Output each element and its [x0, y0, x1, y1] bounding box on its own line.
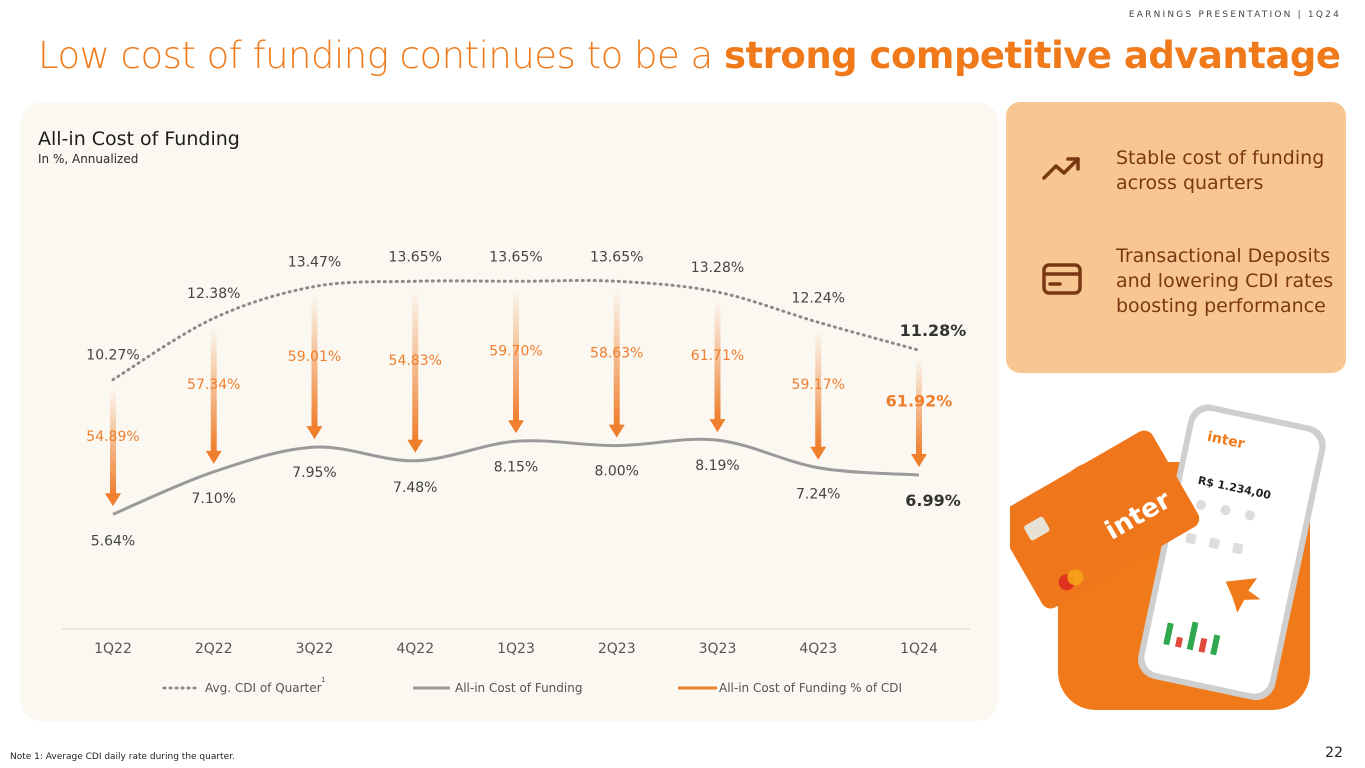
- cost-of-funding-data-label: 6.99%: [905, 491, 961, 510]
- legend-label-cdi: Avg. CDI of Quarter: [205, 681, 322, 695]
- pct-arrow-shaft: [714, 300, 721, 421]
- pct-arrow-head: [608, 424, 625, 438]
- legend-footnote-marker: 1: [321, 676, 325, 684]
- x-tick-label: 2Q23: [598, 641, 636, 657]
- footnote: Note 1: Average CDI daily rate during th…: [10, 752, 235, 762]
- cdi-data-label: 13.47%: [288, 255, 341, 271]
- pct-arrow-shaft: [916, 358, 922, 456]
- pct-arrow-shaft: [210, 326, 217, 452]
- cost-of-funding-data-label: 7.48%: [393, 480, 437, 496]
- pct-data-label: 61.71%: [691, 348, 744, 364]
- x-tick-label: 3Q22: [296, 641, 334, 657]
- pct-arrow-head: [508, 420, 524, 434]
- inter-promo-illustration: inter R$ 1.234,00 inter: [995, 400, 1350, 720]
- cdi-data-label: 13.65%: [389, 249, 442, 265]
- highlights-card: Stable cost of funding across quarters T…: [1006, 102, 1346, 373]
- page-number: 22: [1325, 745, 1343, 761]
- x-tick-label: 4Q22: [396, 641, 434, 657]
- cost-of-funding-data-label: 7.95%: [292, 465, 336, 481]
- pct-data-label: 54.89%: [86, 429, 139, 445]
- cdi-data-label: 12.38%: [187, 286, 240, 302]
- chart-subtitle: In %, Annualized: [38, 152, 139, 166]
- chart-title: All-in Cost of Funding: [38, 128, 240, 150]
- pct-arrow-shaft: [513, 289, 519, 422]
- pct-data-label: 54.83%: [389, 353, 442, 369]
- cdi-data-label: 11.28%: [900, 321, 967, 340]
- presentation-tag: EARNINGS PRESENTATION | 1Q24: [1128, 10, 1341, 20]
- cost-of-funding-data-label: 7.10%: [192, 491, 236, 507]
- pct-arrow-head: [205, 450, 222, 464]
- title-bold: strong competitive advantage: [723, 34, 1341, 77]
- cost-of-funding-data-label: 8.19%: [695, 458, 739, 474]
- pct-arrow-shaft: [110, 387, 116, 495]
- highlight-transactional-deposits: Transactional Deposits and lowering CDI …: [1116, 245, 1334, 317]
- pct-data-label: 57.34%: [187, 377, 240, 393]
- cdi-data-label: 13.28%: [691, 260, 744, 276]
- cdi-line: [111, 278, 921, 382]
- cdi-data-label: 13.65%: [590, 249, 643, 265]
- x-tick-label: 4Q23: [799, 641, 837, 657]
- pct-arrow-head: [407, 439, 424, 453]
- title-regular: Low cost of funding continues to be a: [38, 34, 724, 77]
- pct-arrow-head: [105, 493, 121, 507]
- cdi-data-label: 12.24%: [792, 290, 845, 306]
- legend-label-cost: All-in Cost of Funding: [455, 681, 582, 695]
- page-title: Low cost of funding continues to be a st…: [38, 34, 1341, 77]
- pct-data-label: 59.17%: [792, 377, 845, 393]
- x-tick-label: 1Q22: [94, 641, 132, 657]
- phone-graphic: inter R$ 1.234,00: [1138, 404, 1326, 701]
- cost-of-funding-data-label: 8.00%: [595, 464, 639, 480]
- cdi-data-label: 10.27%: [86, 348, 139, 364]
- highlight-stable-cost: Stable cost of funding across quarters: [1116, 147, 1325, 194]
- trend-up-icon: [1040, 150, 1084, 190]
- pct-data-label: 61.92%: [886, 392, 953, 411]
- pct-data-label: 59.01%: [288, 349, 341, 365]
- legend-label-pct: All-in Cost of Funding % of CDI: [719, 681, 902, 695]
- pct-arrow-shaft: [311, 294, 318, 428]
- x-tick-label: 1Q23: [497, 641, 535, 657]
- phone-brand: inter: [1206, 429, 1246, 453]
- pct-data-label: 59.70%: [489, 343, 542, 359]
- pct-data-label: 58.63%: [590, 345, 643, 361]
- pct-arrow-head: [709, 419, 726, 433]
- pct-arrow-head: [810, 446, 827, 460]
- cost-of-funding-data-label: 8.15%: [494, 459, 538, 475]
- x-tick-label: 3Q23: [699, 641, 737, 657]
- x-tick-label: 2Q22: [195, 641, 233, 657]
- pct-arrow-shaft: [412, 289, 419, 441]
- cost-of-funding-line: [112, 437, 920, 516]
- cost-of-funding-data-label: 5.64%: [91, 533, 135, 549]
- cdi-data-label: 13.65%: [489, 249, 542, 265]
- pct-arrow-head: [911, 454, 927, 468]
- x-tick-label: 1Q24: [900, 641, 938, 657]
- chart-card: All-in Cost of Funding In %, Annualized …: [20, 102, 999, 721]
- pct-arrow-head: [306, 426, 323, 440]
- pct-arrow-shaft: [613, 289, 620, 426]
- inter-card-graphic: inter: [995, 430, 1200, 609]
- credit-card-icon: [1040, 260, 1084, 304]
- funding-chart: 54.89% 57.34% 59.01% 54.83% 59.70% 58.63% 61.7…: [62, 249, 970, 695]
- cost-of-funding-data-label: 7.24%: [796, 487, 840, 503]
- pct-arrow-shaft: [815, 330, 822, 448]
